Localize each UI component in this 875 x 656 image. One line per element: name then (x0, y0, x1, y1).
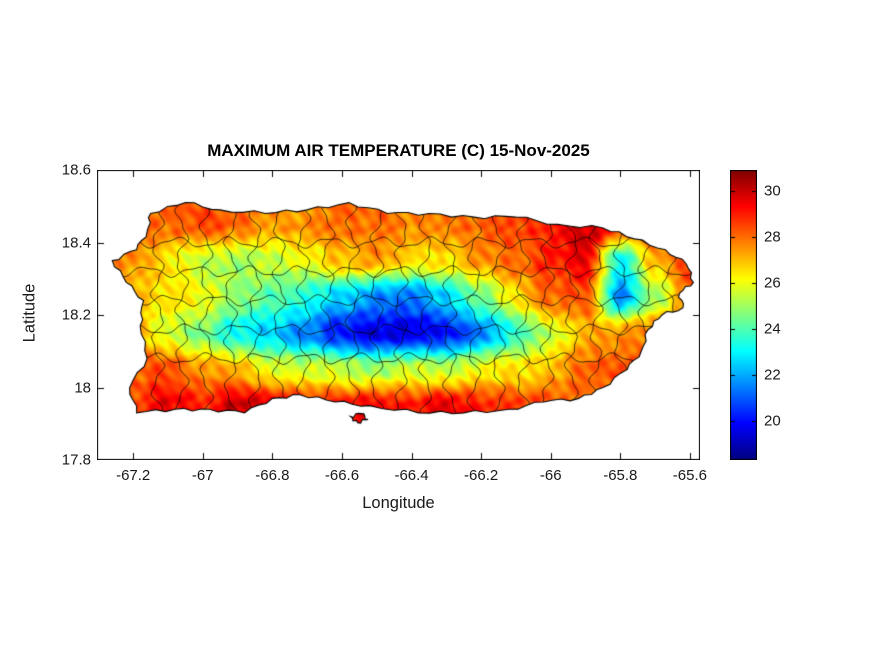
x-tick-label: -67.2 (116, 467, 151, 484)
x-tick-label: -66 (539, 467, 562, 484)
y-tick-label: 17.8 (61, 451, 91, 469)
colorbar-tick-label: 26 (764, 274, 781, 292)
x-tick-label: -66.8 (255, 467, 290, 484)
x-tick-label: -65.8 (603, 467, 638, 484)
y-tick-label: 18.4 (61, 234, 91, 251)
x-axis-label: Longitude (362, 494, 435, 512)
map-canvas (97, 170, 700, 460)
y-tick-label: 18.2 (61, 306, 91, 324)
x-tick-label: -65.6 (672, 467, 708, 484)
y-tick-label: 18.6 (61, 161, 91, 179)
x-tick-label: -66.4 (394, 467, 429, 484)
colorbar-tick-label: 30 (764, 182, 781, 200)
x-tick-label: -67 (191, 467, 214, 484)
colorbar-tick-label: 28 (764, 228, 781, 246)
map-plot-area (97, 170, 700, 460)
colorbar-canvas (730, 170, 757, 460)
colorbar-tick-label: 22 (764, 366, 781, 384)
colorbar (730, 170, 757, 460)
x-tick-label: -66.2 (464, 467, 499, 484)
y-tick-label: 18 (74, 379, 91, 396)
colorbar-tick-label: 24 (764, 320, 781, 338)
x-tick-label: -66.6 (324, 467, 360, 484)
chart-title: MAXIMUM AIR TEMPERATURE (C) 15-Nov-2025 (207, 141, 590, 160)
colorbar-tick-label: 20 (764, 412, 781, 430)
